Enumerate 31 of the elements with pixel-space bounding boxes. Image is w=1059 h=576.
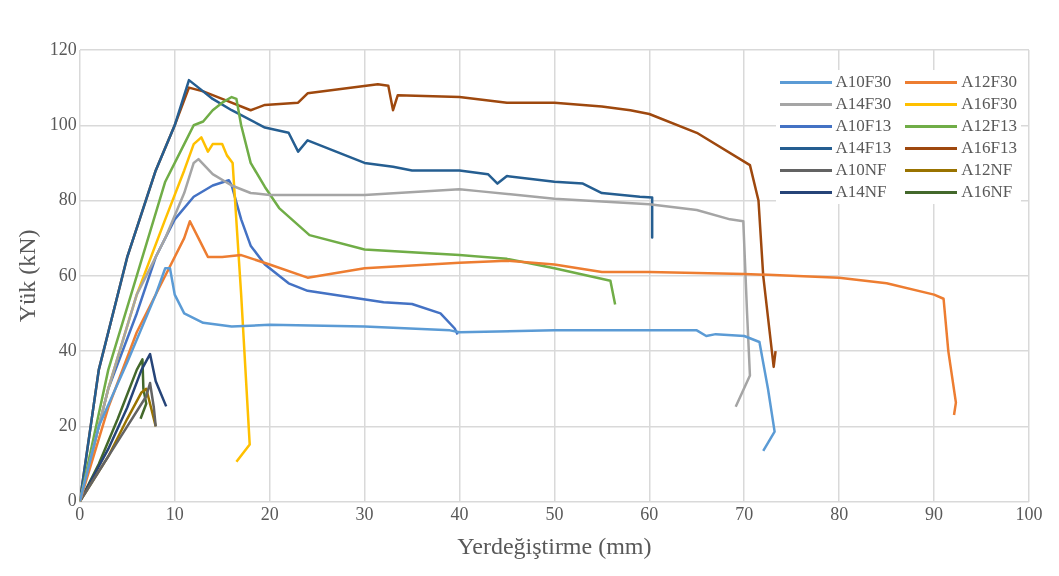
legend-label: A14NF <box>835 182 887 202</box>
x-tick-label: 80 <box>830 504 849 525</box>
x-tick-label: 30 <box>355 504 374 525</box>
legend-label: A10F13 <box>835 116 892 136</box>
x-tick-label: 10 <box>165 504 184 525</box>
y-tick-label: 100 <box>49 114 77 134</box>
y-tick-label: 120 <box>49 38 77 59</box>
x-tick-label: 100 <box>1015 504 1043 525</box>
y-tick-label: 20 <box>58 415 77 436</box>
x-tick-label: 50 <box>545 504 564 525</box>
x-tick-label: 60 <box>640 504 659 525</box>
y-axis-title: Yük (kN) <box>13 229 40 323</box>
x-tick-label: 40 <box>450 504 469 525</box>
x-axis-title: Yerdeğiştirme (mm) <box>457 532 652 559</box>
x-tick-label: 20 <box>260 504 279 525</box>
legend-label: A16F30 <box>961 94 1017 114</box>
legend-label: A14F13 <box>835 138 892 158</box>
x-tick-label: 90 <box>925 504 944 525</box>
legend-label: A12NF <box>961 160 1013 180</box>
y-tick-label: 0 <box>67 490 77 511</box>
legend-label: A16NF <box>961 182 1013 202</box>
x-tick-label: 70 <box>735 504 754 525</box>
y-tick-label: 60 <box>58 264 77 285</box>
legend-label: A10NF <box>835 160 887 180</box>
legend-label: A14F30 <box>835 94 892 114</box>
legend-label: A16F13 <box>961 138 1017 158</box>
y-tick-label: 40 <box>58 339 77 360</box>
legend-label: A12F13 <box>961 116 1017 136</box>
y-tick-label: 80 <box>58 189 77 210</box>
legend-label: A12F30 <box>961 72 1017 92</box>
legend-label: A10F30 <box>835 72 892 92</box>
